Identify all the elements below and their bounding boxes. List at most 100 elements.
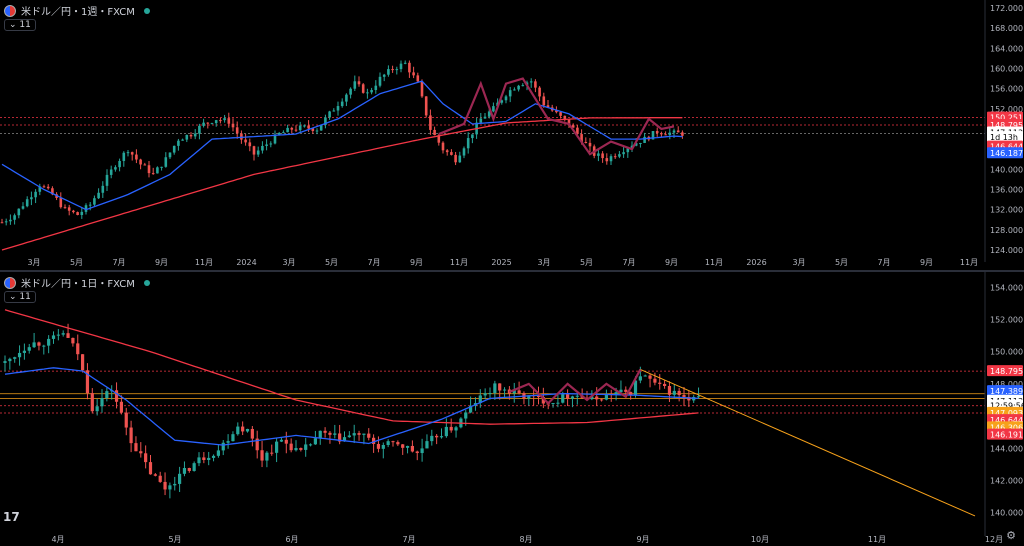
candle-body	[584, 142, 588, 144]
x-axis-tick-label: 12月	[985, 535, 1003, 544]
x-axis-tick-label: 7月	[622, 258, 635, 267]
x-axis-tick-label: 6月	[285, 535, 298, 544]
candle-body	[415, 451, 419, 454]
price-axis-label-box	[987, 365, 1023, 377]
candle-body	[265, 144, 268, 146]
candle-body	[333, 433, 337, 435]
candle-body	[193, 133, 197, 137]
usdjpy-flag-icon	[4, 276, 16, 289]
candle-body	[433, 129, 436, 136]
candle-body	[269, 143, 273, 145]
candle-body	[561, 394, 565, 403]
weekly-chart-canvas[interactable]: 172.000 168.000 164.000 160.000 156.000 152.0…	[0, 0, 1024, 270]
candle-body	[277, 132, 281, 135]
candle-body	[289, 443, 293, 451]
candle-body	[178, 473, 182, 484]
candle-body	[563, 115, 567, 120]
pattern-drawing-line	[508, 368, 642, 405]
candle-body	[265, 452, 269, 461]
candle-body	[667, 385, 672, 395]
candle-body	[403, 62, 407, 64]
price-axis-label-box	[987, 147, 1023, 159]
candle-body	[197, 457, 201, 464]
candle-body	[328, 432, 332, 435]
y-axis-tick-label: 156.000	[990, 85, 1023, 94]
x-axis-tick-label: 5月	[835, 258, 848, 267]
candle-body	[445, 150, 449, 153]
candle-body	[551, 403, 555, 405]
candle-body	[396, 442, 400, 445]
candle-body	[273, 134, 277, 144]
candle-body	[420, 81, 424, 97]
weekly-indicator-toggle[interactable]: ⌄ 11	[4, 19, 36, 31]
settings-icon[interactable]: ⚙	[1006, 529, 1016, 542]
x-axis-tick-label: 3月	[537, 258, 550, 267]
daily-chart-pane[interactable]: 154.000152.000150.000148.000146.000144.0…	[0, 272, 1024, 546]
candle-body	[189, 134, 193, 137]
daily-chart-canvas[interactable]: 154.000152.000150.000148.000146.000144.0…	[0, 272, 1024, 546]
candle-body	[338, 433, 342, 442]
candle-body	[9, 219, 12, 222]
candle-body	[687, 397, 691, 401]
candle-body	[147, 165, 151, 174]
candle-body	[437, 135, 441, 143]
candle-body	[303, 125, 306, 127]
daily-indicator-toggle[interactable]: ⌄ 11	[4, 291, 36, 303]
candle-body	[643, 375, 647, 377]
y-axis-tick-label: 142.000	[990, 477, 1023, 486]
candle-body	[556, 402, 560, 404]
candle-body	[660, 133, 663, 135]
daily-legend[interactable]: 米ドル／円・1日・FXCM	[4, 275, 150, 290]
candle-body	[471, 134, 474, 139]
candle-body	[663, 383, 667, 386]
candle-body	[466, 138, 470, 149]
candle-body	[605, 158, 609, 162]
candle-body	[651, 131, 655, 140]
candle-body	[304, 444, 308, 450]
candle-body	[122, 152, 126, 161]
candle-body	[313, 438, 317, 445]
candle-body	[255, 438, 259, 451]
x-axis-tick-label: 7月	[112, 258, 125, 267]
candle-body	[109, 169, 113, 175]
candle-body	[454, 427, 458, 431]
x-axis-tick-label: 11月	[705, 258, 723, 267]
candle-body	[576, 127, 579, 135]
candle-body	[353, 81, 357, 89]
candle-body	[27, 347, 31, 351]
y-axis-tick-label: 140.000	[990, 509, 1023, 518]
price-axis-label: 146.306	[990, 423, 1023, 432]
candle-body	[609, 156, 613, 162]
weekly-legend[interactable]: 米ドル／円・1週・FXCM	[4, 3, 150, 18]
weekly-chart-pane[interactable]: 172.000 168.000 164.000 160.000 156.000 152.0…	[0, 0, 1024, 270]
pane-divider[interactable]	[0, 270, 1024, 272]
candle-body	[139, 451, 143, 454]
x-axis-tick-label: 2025	[491, 258, 511, 267]
x-axis-tick-label: 2024	[236, 258, 256, 267]
candle-body	[279, 439, 284, 442]
weekly-symbol-title: 米ドル／円・1週・FXCM	[21, 7, 135, 18]
candle-body	[324, 117, 327, 125]
candle-body	[252, 146, 256, 155]
candle-body	[454, 154, 457, 163]
candle-body	[275, 441, 279, 453]
candle-body	[425, 441, 429, 449]
candle-body	[256, 150, 260, 155]
y-axis-tick-label: 124.000	[990, 246, 1023, 255]
candle-body	[105, 391, 109, 399]
candle-body	[13, 215, 16, 220]
candle-body	[168, 152, 172, 158]
candle-body	[59, 197, 63, 208]
market-open-dot-icon	[143, 279, 150, 286]
candle-body	[424, 96, 428, 116]
candle-body	[126, 152, 130, 154]
x-axis-tick-label: 8月	[519, 535, 532, 544]
candle-body	[22, 350, 26, 353]
slow-moving-average-line	[1, 117, 683, 251]
candle-body	[633, 380, 638, 396]
x-axis-tick-label: 11月	[450, 258, 468, 267]
candle-body	[172, 145, 176, 153]
candle-body	[357, 433, 361, 435]
candle-body	[93, 198, 96, 205]
usdjpy-flag-icon	[4, 4, 16, 17]
